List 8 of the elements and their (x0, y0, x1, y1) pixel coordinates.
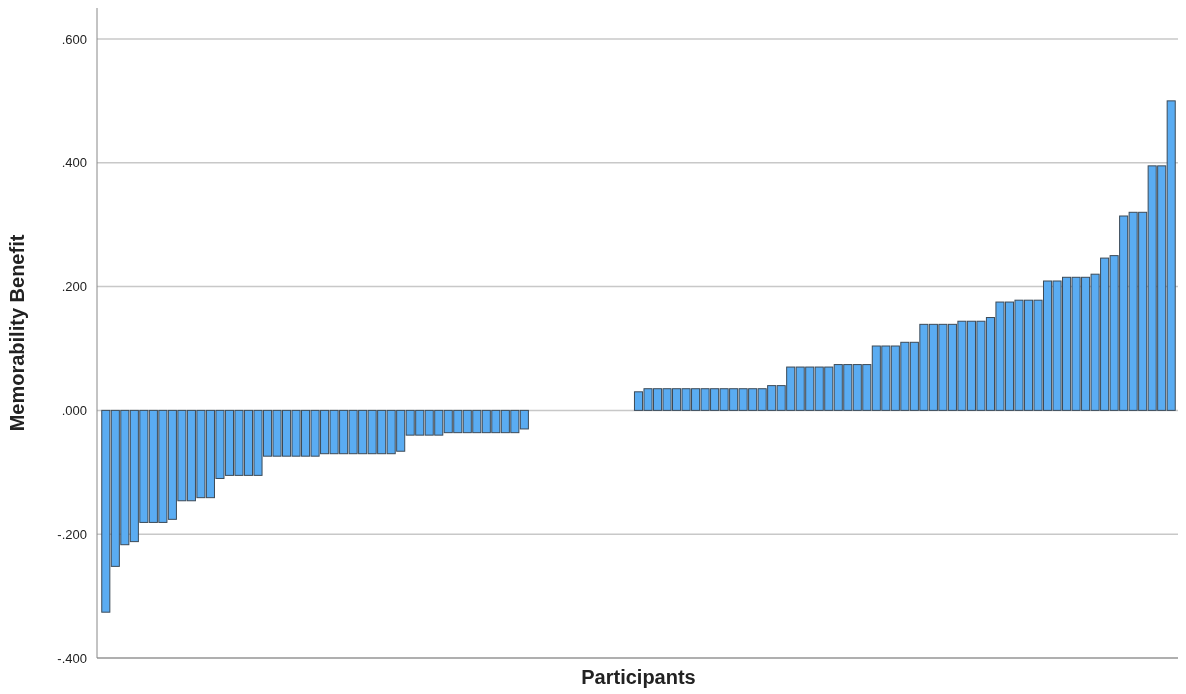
y-tick-label: .600 (61, 31, 87, 47)
y-tick-label: .200 (61, 279, 87, 295)
y-axis-title: Memorability Benefit (6, 234, 28, 432)
y-tick-label: .000 (61, 402, 87, 418)
y-tick-label: -.400 (57, 650, 87, 666)
y-tick-label: .400 (61, 155, 87, 171)
y-tick-label: -.200 (57, 526, 87, 542)
x-axis-title: Participants (581, 666, 696, 688)
